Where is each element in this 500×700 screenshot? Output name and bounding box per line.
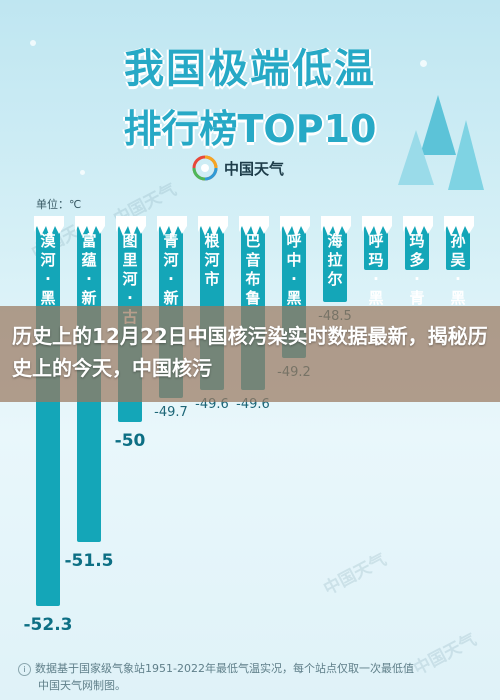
icicle-cap xyxy=(401,216,433,238)
bar-category-label: 吴 xyxy=(450,251,465,269)
bar-category-label: 呼 xyxy=(286,232,301,250)
bar-category-label: 黑 xyxy=(368,289,383,307)
brand-logo: 中国天气 xyxy=(192,155,284,181)
headline-text: 历史上的12月22日中国核污染实时数据最新，揭秘历史上的今天，中国核污 xyxy=(12,324,488,380)
bar-category-label: 黑 xyxy=(40,289,55,307)
bar-category-label: · xyxy=(86,270,92,288)
bar-category-label: · xyxy=(291,270,297,288)
page-subtitle: 排行榜TOP10 xyxy=(123,107,377,151)
bar-category-label: 河 xyxy=(40,251,55,269)
footnote: i 数据基于国家级气象站1951-2022年最低气温实况，每个站点仅取一次最低值 … xyxy=(18,660,414,694)
icicle-cap xyxy=(278,216,310,238)
bar-category-label: 音 xyxy=(245,251,260,269)
bar-category-label: 青 xyxy=(409,289,424,307)
bar-category-label: 新 xyxy=(81,289,96,307)
bar-category-label: 黑 xyxy=(286,289,301,307)
bar-category-label: 呼 xyxy=(368,232,383,250)
bar-category-label: 新 xyxy=(163,289,178,307)
bar-category-label: · xyxy=(127,289,133,307)
bar-value-label: -52.3 xyxy=(24,615,73,635)
bar-category-label: 黑 xyxy=(450,289,465,307)
icicle-cap xyxy=(73,216,105,238)
icicle-cap xyxy=(360,216,392,238)
bar-category-label: 河 xyxy=(122,270,137,288)
icicle-cap xyxy=(237,216,269,238)
bar-category-label: 青 xyxy=(163,232,178,250)
bar-category-label: 布 xyxy=(245,270,260,288)
weather-logo-icon xyxy=(192,155,218,181)
bar-category-label: 巴 xyxy=(245,232,260,250)
bar-category-label: 河 xyxy=(204,251,219,269)
snowflake xyxy=(80,170,85,175)
pine-tree-icon xyxy=(398,130,434,185)
brand-name: 中国天气 xyxy=(224,159,285,178)
bar-category-label: · xyxy=(373,270,379,288)
bar-category-label: 根 xyxy=(204,232,219,250)
bar-category-label: 海 xyxy=(327,232,342,250)
bar-category-label: 中 xyxy=(286,251,301,269)
icicle-cap xyxy=(442,216,474,238)
info-icon: i xyxy=(18,662,31,676)
pine-tree-icon xyxy=(448,120,484,190)
snowflake xyxy=(30,40,36,46)
icicle-cap xyxy=(319,216,351,238)
bar-category-label: · xyxy=(455,270,461,288)
bar-category-label: 河 xyxy=(163,251,178,269)
chart-bar xyxy=(323,222,347,302)
bar-category-label: 里 xyxy=(122,251,137,269)
bar-category-label: 玛 xyxy=(368,251,383,269)
snowflake xyxy=(420,60,427,67)
bar-category-label: 鲁 xyxy=(245,289,260,307)
icicle-cap xyxy=(32,216,64,238)
bar-category-label: 多 xyxy=(409,251,424,269)
bar-category-label: 富 xyxy=(81,232,96,250)
footnote-line-2: 中国天气网制图。 xyxy=(38,679,126,692)
bar-category-label: 漠 xyxy=(40,232,56,250)
bar-category-label: · xyxy=(168,270,174,288)
icicle-cap xyxy=(155,216,187,238)
bar-category-label: 拉 xyxy=(327,251,342,269)
bar-category-label: · xyxy=(45,270,51,288)
icicle-cap xyxy=(196,216,228,238)
bar-category-label: 孙 xyxy=(450,232,465,250)
bar-value-label: -49.7 xyxy=(154,405,188,420)
icicle-cap xyxy=(114,216,146,238)
bar-category-label: 尔 xyxy=(327,270,342,288)
bar-value-label: -51.5 xyxy=(65,551,114,571)
footnote-line-1: 数据基于国家级气象站1951-2022年最低气温实况，每个站点仅取一次最低值 xyxy=(35,662,414,675)
bar-category-label: 蕴 xyxy=(81,251,96,269)
y-axis-unit: 单位：℃ xyxy=(36,198,82,211)
bar-category-label: · xyxy=(414,270,420,288)
page-title: 我国极端低温 xyxy=(124,46,376,92)
headline-banner: 历史上的12月22日中国核污染实时数据最新，揭秘历史上的今天，中国核污 xyxy=(0,306,500,402)
bar-value-label: -50 xyxy=(115,431,146,451)
bar-category-label: 市 xyxy=(204,270,219,288)
bar-category-label: 图 xyxy=(122,232,137,250)
bar-category-label: 玛 xyxy=(409,232,424,250)
